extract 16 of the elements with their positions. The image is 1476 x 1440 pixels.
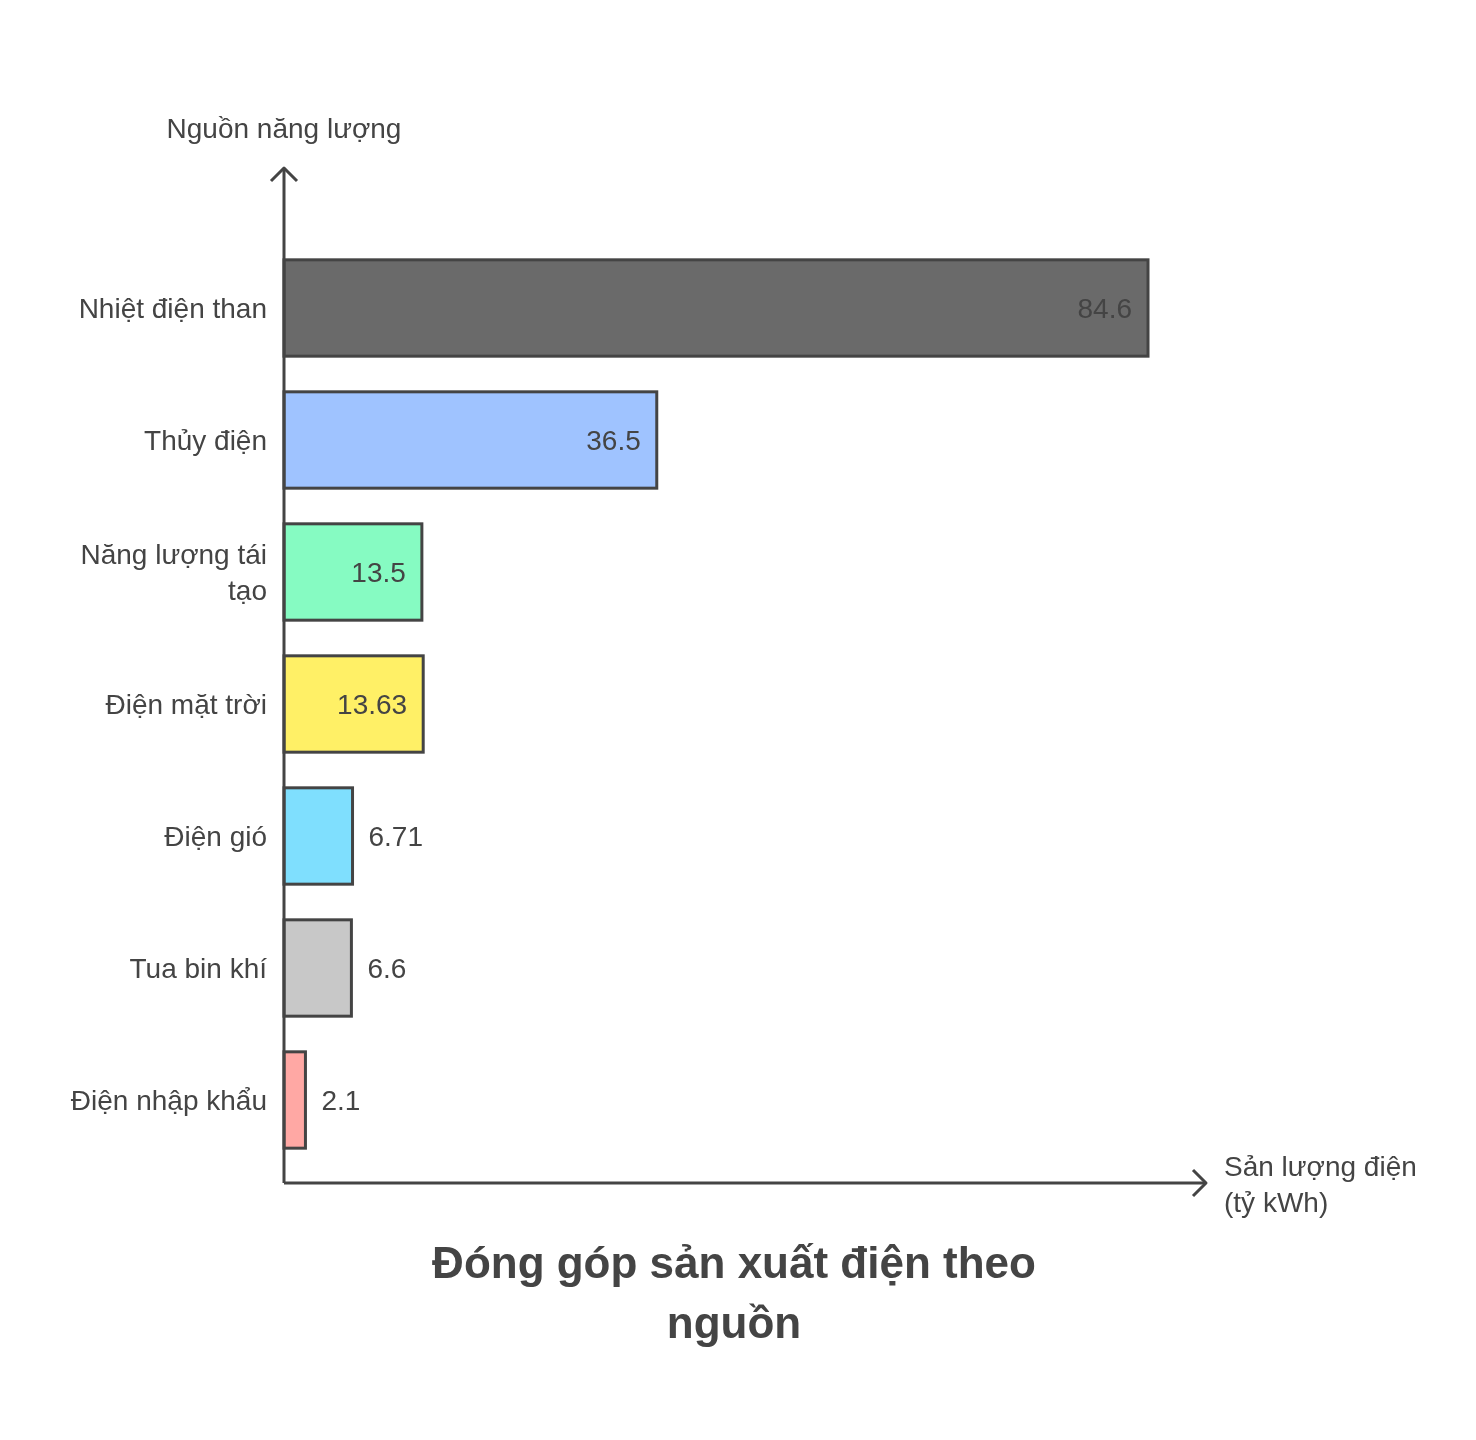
y-tick-label: Điện mặt trời	[105, 688, 267, 720]
data-label: 6.71	[368, 820, 424, 852]
data-label: 13.5	[351, 556, 406, 588]
text: Đóng góp sản xuất điện theo nguồn	[432, 1238, 1036, 1348]
y-tick-label: Điện gió	[164, 820, 267, 852]
data-label: 6.6	[367, 952, 407, 984]
y-tick-label: Thủy điện	[144, 424, 267, 456]
data-label: 36.5	[586, 424, 641, 456]
y-axis-title: Nguồn năng lượng	[166, 112, 402, 144]
x-axis-title: Sản lượng điện (tỷ kWh)	[1224, 1150, 1417, 1218]
y-tick-label: Năng lượng tái tạo	[80, 538, 267, 606]
y-tick-label: Nhiệt điện than	[78, 292, 267, 324]
y-tick-label: Tua bin khí	[129, 952, 268, 984]
data-label: 2.1	[321, 1084, 361, 1116]
data-label: 13.63	[337, 688, 408, 720]
y-tick-label: Điện nhập khẩu	[70, 1084, 267, 1116]
